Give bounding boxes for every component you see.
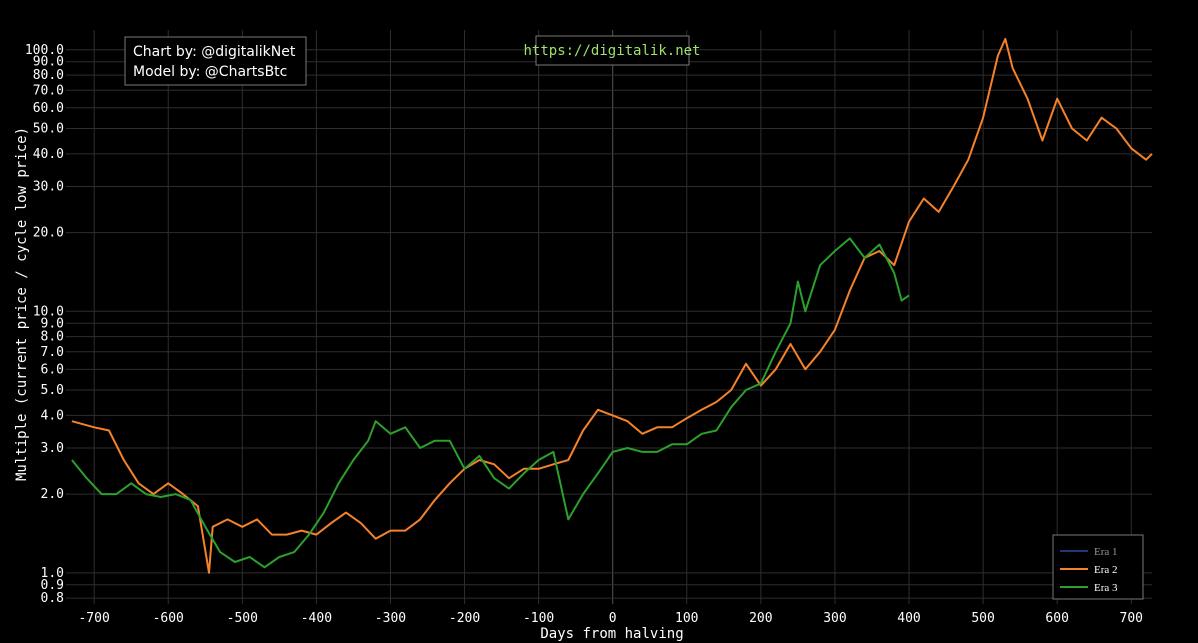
legend-items: Era 1 Era 2 Era 3: [1060, 546, 1118, 594]
y-tick-label: 10.0: [33, 304, 64, 319]
x-tick-label: 200: [749, 611, 772, 626]
x-tick-label: 600: [1045, 611, 1068, 626]
url: https://digitalik.net: [523, 43, 700, 59]
legend-label: Era 3: [1094, 582, 1118, 594]
y-tick-label: 9.0: [41, 316, 64, 331]
x-tick-label: -200: [449, 611, 480, 626]
y-tick-label: 6.0: [41, 362, 64, 377]
y-tick-label: 80.0: [33, 68, 64, 83]
y-tick-label: 2.0: [41, 487, 64, 502]
y-tick-label: 5.0: [41, 383, 64, 398]
x-tick-label: -600: [153, 611, 184, 626]
y-tick-label: 30.0: [33, 180, 64, 195]
y-tick-label: 0.8: [41, 591, 64, 606]
plot-lines: [71, 37, 1153, 574]
x-tick-label: -700: [78, 611, 109, 626]
x-tick-label: -100: [523, 611, 554, 626]
legend-label: Era 2: [1094, 564, 1118, 576]
x-tick-label: -400: [301, 611, 332, 626]
y-tick-label: 1.0: [41, 566, 64, 581]
grid: [66, 30, 1152, 604]
x-tick-label: 0: [609, 611, 617, 626]
credit-model: Model by: @ChartsBtc: [133, 64, 287, 80]
y-tick-label: 40.0: [33, 147, 64, 162]
x-tick-label: 400: [897, 611, 920, 626]
y-tick-label: 0.9: [41, 578, 64, 593]
y-tick-label: 60.0: [33, 101, 64, 116]
ticks: -700 -600 -500 -400 -300 -200 -100 0 100 200 300 40…: [25, 43, 1143, 626]
legend: [1052, 534, 1144, 600]
url-box: [535, 35, 690, 66]
x-tick-label: 500: [971, 611, 994, 626]
legend-label: Era 1: [1094, 546, 1118, 558]
y-tick-label: 70.0: [33, 83, 64, 98]
x-axis-label: Days from halving: [540, 626, 683, 642]
series-line: [71, 37, 1153, 574]
y-tick-label: 90.0: [33, 55, 64, 70]
credit-chart: Chart by: @digitalikNet: [133, 44, 296, 60]
x-tick-label: -300: [375, 611, 406, 626]
y-tick-label: 8.0: [41, 330, 64, 345]
x-tick-label: -500: [227, 611, 258, 626]
y-tick-label: 50.0: [33, 121, 64, 136]
y-tick-label: 4.0: [41, 408, 64, 423]
series-line: [71, 237, 910, 569]
credit-box: [124, 36, 307, 86]
x-tick-label: 700: [1120, 611, 1143, 626]
x-tick-label: 100: [675, 611, 698, 626]
x-tick-label: 300: [823, 611, 846, 626]
y-tick-label: 7.0: [41, 345, 64, 360]
y-axis-label: Multiple (current price / cycle low pric…: [14, 127, 30, 481]
y-tick-label: 3.0: [41, 441, 64, 456]
y-tick-label: 20.0: [33, 226, 64, 241]
y-tick-label: 100.0: [25, 43, 64, 58]
